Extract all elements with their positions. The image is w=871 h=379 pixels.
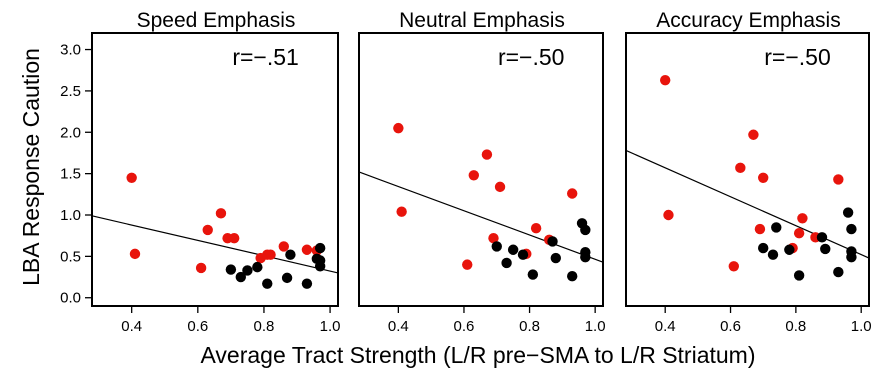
panel-2-point-group_b <box>550 252 561 264</box>
panel-3-x-tick-label: 0.8 <box>785 318 806 335</box>
panel-2-point-group_a <box>494 181 506 193</box>
panel-2-point-group_a <box>488 232 499 244</box>
panel-3-point-group_a <box>797 213 808 224</box>
panel-2-point-group_a <box>462 259 473 270</box>
panel-1-point-group_a <box>126 172 137 183</box>
panel-1-x-tick-label: 0.8 <box>254 318 275 335</box>
panel-1-annotation: r=−.51 <box>232 44 299 70</box>
panel-2-point-group_a <box>396 206 407 217</box>
panel-1-y-tick-label: 1.5 <box>60 166 81 183</box>
panel-1-y-tick-label: 2.0 <box>60 124 81 141</box>
panel-1-fit-line <box>91 215 339 274</box>
panel-3-point-group_a <box>833 174 844 185</box>
panel-1-point-group_b <box>262 278 273 289</box>
panel-1-point-group_b <box>285 249 296 260</box>
panel-1-x-tick-label: 0.6 <box>187 318 208 335</box>
panel-3-point-group_a <box>748 129 759 140</box>
panel-1-point-group_a <box>215 208 227 219</box>
panel-3-point-group_b <box>793 270 805 281</box>
x-axis-label: Average Tract Strength (L/R pre−SMA to L… <box>200 342 755 368</box>
panel-1-point-group_b <box>314 242 326 254</box>
panel-1-point-group_a <box>202 224 213 236</box>
panel-2-point-group_b <box>491 241 502 252</box>
panel-1-x-tick-label: 1.0 <box>320 318 341 335</box>
panel-2-point-group_b <box>507 244 519 255</box>
panel-2-frame <box>358 32 604 307</box>
panel-2-point-group_b <box>501 257 512 269</box>
panel-1-y-tick-label: 0.5 <box>60 248 81 265</box>
panel-1-y-tick-label: 1.0 <box>60 207 81 224</box>
panel-2-point-group_b <box>580 224 591 236</box>
panel-3-x-tick-label: 1.0 <box>851 318 871 335</box>
panel-2-point-group_b <box>527 269 539 280</box>
panel-1-point-group_b <box>252 261 263 273</box>
panel-2-point-group_b <box>580 251 591 263</box>
panel-2-point-group_b <box>567 271 578 282</box>
panel-3-point-group_b <box>784 244 795 255</box>
panel-1-point-group_b <box>242 265 253 276</box>
panel-3-point-group_a <box>758 172 769 183</box>
panel-3-point-group_b <box>833 266 844 278</box>
panel-2-point-group_a <box>567 188 578 199</box>
panel-2-x-tick-label: 0.8 <box>519 318 540 335</box>
panel-3-point-group_b <box>771 222 782 233</box>
panel-3-x-tick-label: 0.6 <box>720 318 741 335</box>
panel-3-point-group_a <box>754 223 766 235</box>
panel-2-annotation: r=−.50 <box>498 44 565 70</box>
panel-1-point-group_a <box>265 249 276 260</box>
panel-1-point-group_a <box>195 262 207 274</box>
panel-2-x-tick-label: 0.6 <box>454 318 475 335</box>
panel-3-point-group_a <box>793 228 805 239</box>
panel-3-point-group_b <box>758 242 769 254</box>
panel-1-point-group_b <box>314 255 326 266</box>
panel-1-point-group_a <box>278 241 289 252</box>
panel-2-point-group_a <box>468 170 479 181</box>
panel-3-frame <box>625 32 870 307</box>
panel-2-fit-line <box>358 171 604 263</box>
panel-3-point-group_b <box>820 243 831 255</box>
panel-1-point-group_b <box>235 271 246 283</box>
panel-1-y-tick-label: 0.0 <box>60 290 81 307</box>
panel-1-point-group_a <box>228 232 240 244</box>
panel-1-point-group_b <box>281 272 293 284</box>
panel-3-point-group_b <box>816 232 828 243</box>
panel-1-title: Speed Emphasis <box>137 9 296 32</box>
panel-3-point-group_b <box>846 251 857 263</box>
panel-2-point-group_a <box>481 149 493 160</box>
y-axis-label: LBA Response Caution <box>18 48 44 286</box>
panel-3-point-group_b <box>846 223 857 235</box>
panel-3-point-group_a <box>728 261 739 272</box>
panel-3-point-group_a <box>660 74 671 86</box>
panel-1-point-group_b <box>301 278 313 289</box>
panel-3-point-group_a <box>663 209 674 221</box>
panel-3-point-group_b <box>767 249 779 260</box>
panel-2-x-tick-label: 1.0 <box>585 318 606 335</box>
panel-3-point-group_a <box>735 162 746 174</box>
panel-3-x-tick-label: 0.4 <box>655 318 676 335</box>
panel-3-fit-line <box>625 149 870 259</box>
panel-1-y-tick-label: 3.0 <box>60 42 81 59</box>
panel-1-frame <box>91 32 339 307</box>
panel-3-annotation: r=−.50 <box>764 44 831 70</box>
panel-2-title: Neutral Emphasis <box>399 9 565 32</box>
panel-2-point-group_b <box>547 236 558 247</box>
panel-1-x-tick-label: 0.4 <box>121 318 142 335</box>
panel-1-point-group_a <box>129 248 141 260</box>
panel-3-point-group_b <box>842 207 854 218</box>
panel-1-point-group_b <box>225 264 237 275</box>
panel-2-point-group_a <box>530 223 542 234</box>
panel-3-title: Accuracy Emphasis <box>656 9 840 32</box>
panel-1-point-group_a <box>301 244 313 255</box>
panel-2-x-tick-label: 0.4 <box>388 318 409 335</box>
panel-2-point-group_b <box>517 249 529 260</box>
panel-1-y-tick-label: 2.5 <box>60 83 81 100</box>
panel-2-point-group_a <box>393 122 404 134</box>
